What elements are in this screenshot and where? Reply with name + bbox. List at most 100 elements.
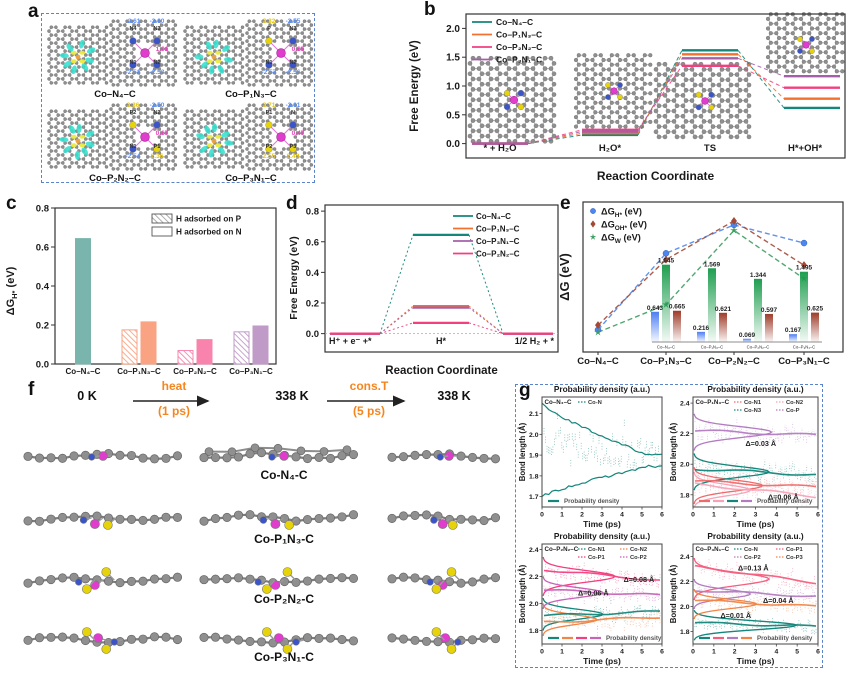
carbon-atom: [190, 157, 194, 161]
site-label: P3: [289, 144, 297, 150]
carbon-atom: [506, 55, 512, 61]
x-category-label: Co–P₁N₃–C: [117, 367, 161, 376]
carbon-atom: [247, 111, 252, 115]
carbon-atom: [118, 31, 122, 35]
carbon-atom: [648, 53, 653, 58]
carbon-atom: [790, 59, 795, 64]
carbon-atom: [203, 25, 208, 29]
yellow-isosurface: [79, 59, 86, 64]
carbon-atom: [95, 49, 100, 53]
carbon-atom: [95, 157, 100, 161]
carbon-atom: [302, 103, 307, 107]
carbon-atom: [279, 159, 284, 163]
carbon-atom: [488, 87, 494, 92]
carbon-atom: [743, 98, 749, 103]
f-temp-mid: 338 K: [275, 389, 309, 403]
y-tick-label: 2.4: [680, 401, 690, 408]
subplot-title: Probability density (a.u.): [707, 531, 804, 541]
carbon-atom: [680, 82, 686, 88]
carbon-atom: [206, 29, 210, 33]
carbon-atom: [421, 510, 432, 520]
x-tick-label: 5: [640, 649, 644, 656]
carbon-atom: [503, 113, 509, 118]
carbon-atom: [295, 155, 300, 159]
carbon-atom: [190, 65, 194, 69]
carbon-atom: [410, 635, 420, 645]
carbon-atom: [615, 62, 620, 67]
carbon-atom: [126, 514, 137, 524]
carbon-atom: [197, 69, 201, 73]
carbon-atom: [231, 157, 236, 161]
carbon-atom: [171, 111, 175, 115]
carbon-atom: [615, 119, 620, 124]
tspan: H*: [10, 290, 19, 298]
carbon-atom: [109, 55, 113, 59]
nitrogen-atom: [292, 638, 300, 646]
yellow-isosurface: [70, 59, 77, 64]
y-tick-label: 2.0: [680, 462, 690, 469]
carbon-atom: [171, 75, 175, 79]
carbon-atom: [70, 161, 74, 165]
carbon-atom: [116, 75, 120, 79]
carbon-atom: [197, 161, 201, 165]
x-tick-label: 0: [691, 649, 695, 656]
carbon-atom: [210, 452, 221, 463]
carbon-atom: [291, 577, 301, 587]
carbon-atom: [240, 57, 245, 61]
carbon-atom: [309, 139, 314, 143]
carbon-atom: [125, 27, 129, 31]
carbon-atom: [488, 107, 494, 113]
carbon-atom: [279, 111, 284, 115]
carbon-atom: [61, 45, 65, 49]
cyan-isosurface: [213, 39, 219, 49]
carbon-atom: [233, 29, 238, 33]
carbon-atom: [150, 155, 155, 159]
carbon-atom: [295, 23, 300, 27]
carbon-atom: [631, 119, 636, 124]
carbon-atom: [302, 35, 307, 39]
carbon-atom: [573, 86, 579, 91]
carbon-atom: [95, 133, 100, 137]
carbon-atom: [171, 19, 175, 23]
carbon-atom: [197, 145, 201, 149]
carbon-atom: [125, 35, 129, 39]
carbon-atom: [166, 67, 171, 71]
carbon-atom: [245, 155, 249, 159]
carbon-atom: [90, 149, 95, 153]
carbon-atom: [203, 165, 208, 169]
carbon-atom: [698, 113, 704, 119]
cobalt-atom: [701, 97, 709, 105]
carbon-atom: [494, 87, 500, 92]
carbon-atom: [129, 167, 134, 171]
carbon-atom: [143, 19, 148, 23]
carbon-atom: [185, 57, 190, 61]
carbon-atom: [307, 19, 311, 23]
carbon-atom: [111, 159, 116, 163]
carbon-atom: [653, 87, 659, 93]
carbon-atom: [88, 77, 93, 81]
carbon-atom: [125, 103, 129, 107]
carbon-atom: [782, 35, 787, 41]
carbon-atom: [259, 123, 263, 127]
carbon-atom: [252, 67, 256, 71]
carbon-atom: [309, 79, 314, 83]
carbon-atom: [185, 165, 190, 169]
carbon-atom: [261, 127, 265, 131]
graphene-lattice: [245, 19, 314, 87]
metal-site-motif: [605, 82, 623, 100]
carbon-atom: [665, 129, 671, 135]
carbon-atom: [152, 167, 157, 171]
carbon-atom: [111, 143, 116, 147]
carbon-atom: [90, 117, 95, 121]
carbon-atom: [54, 25, 58, 29]
carbon-atom: [719, 98, 725, 103]
carbon-atom: [240, 25, 245, 29]
x-category-label: Co–P₂N₂–C: [173, 367, 217, 376]
carbon-atom: [593, 110, 598, 115]
carbon-atom: [272, 115, 277, 119]
carbon-atom: [56, 153, 60, 157]
carbon-atom: [307, 67, 311, 71]
carbon-atom: [77, 117, 81, 121]
x-tick-label: 4: [620, 512, 624, 519]
trend-line: [597, 224, 805, 331]
